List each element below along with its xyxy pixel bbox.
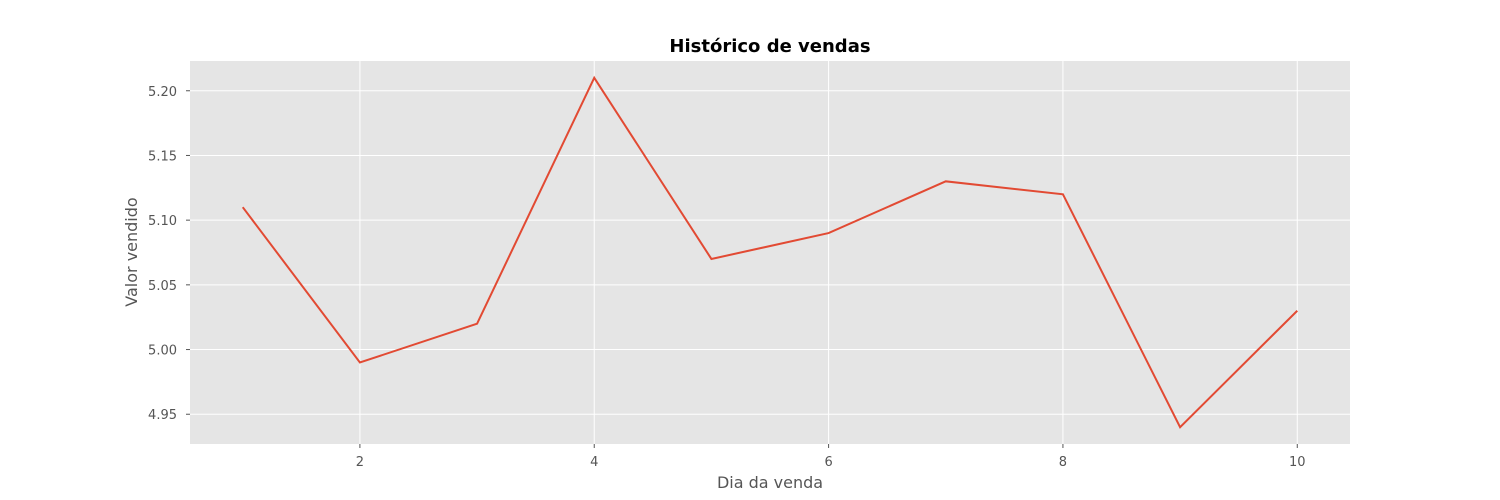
y-tick-label: 5.05 (148, 279, 177, 294)
x-tick-label: 6 (824, 455, 832, 470)
series-line (241, 75, 1298, 429)
plot-area (190, 61, 1350, 444)
x-tick-label: 8 (1059, 455, 1067, 470)
y-tick-label: 5.15 (148, 149, 177, 164)
y-axis-label: Valor vendido (122, 197, 141, 306)
x-axis: 2 4 6 8 10 (356, 444, 1306, 470)
line-series (241, 75, 1298, 429)
y-tick-label: 5.20 (148, 85, 177, 100)
x-tick-label: 4 (590, 455, 598, 470)
x-axis-label: Dia da venda (717, 473, 823, 492)
y-tick-label: 5.10 (148, 214, 177, 229)
x-tick-label: 10 (1289, 455, 1306, 470)
y-tick-label: 5.00 (148, 344, 177, 359)
y-axis: 4.95 5.00 5.05 5.10 5.15 5.20 (148, 85, 190, 423)
chart-title: Histórico de vendas (669, 36, 870, 57)
x-tick-label: 2 (356, 455, 364, 470)
grid (190, 61, 1350, 444)
y-tick-label: 4.95 (148, 408, 177, 423)
